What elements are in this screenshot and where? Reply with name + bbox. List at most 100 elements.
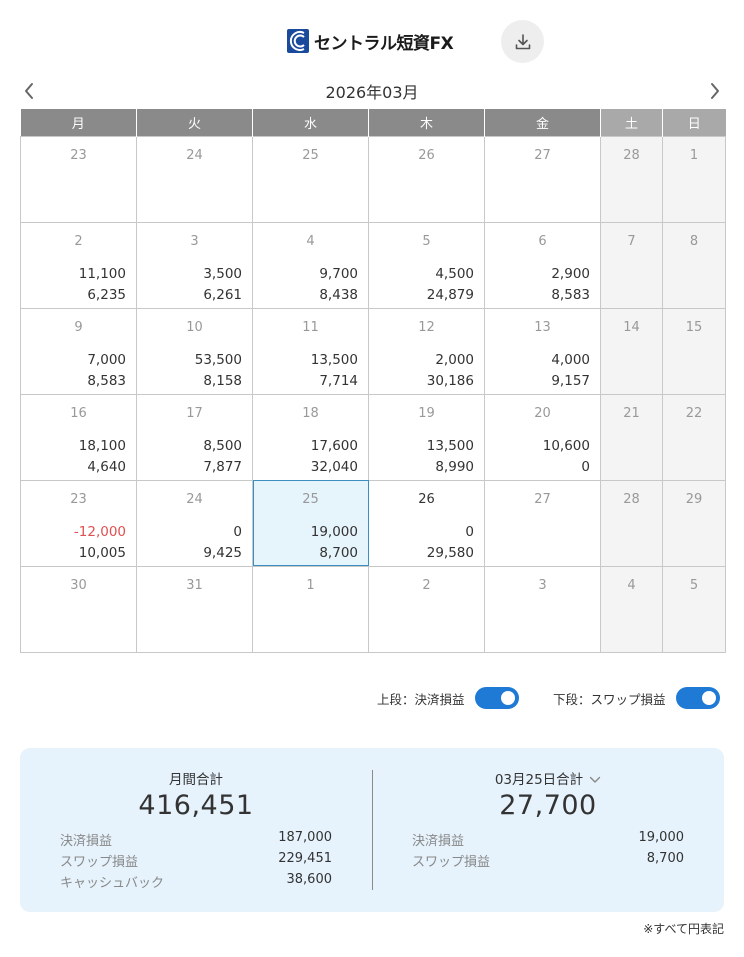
day-number: 5 [689, 577, 699, 593]
day-values: 53,500 8,158 [195, 350, 242, 392]
swap-profit-value: 6,261 [203, 286, 242, 303]
day-number: 2 [422, 577, 431, 593]
calendar-day-cell[interactable]: 29 [662, 479, 726, 567]
day-values: 2,900 8,583 [551, 264, 590, 306]
daily-summary-heading-dropdown[interactable]: 03月25日合計 [372, 768, 724, 788]
calendar-day-cell[interactable]: 1 [662, 135, 726, 223]
upper-row-toggle-label: 上段：決済損益 [377, 691, 465, 707]
summary-row: スワップ損益 229,451 [60, 851, 332, 872]
day-number: 25 [302, 491, 319, 507]
calendar-day-cell[interactable]: 26 [368, 135, 485, 223]
day-values: 13,500 7,714 [311, 350, 358, 392]
settlement-profit-value: 7,000 [87, 351, 126, 368]
day-number: 12 [418, 319, 435, 335]
calendar-day-cell[interactable]: 25 [252, 135, 369, 223]
settlement-profit-value: 17,600 [310, 437, 358, 454]
calendar-day-cell[interactable]: 24 [136, 135, 253, 223]
swap-profit-value: 8,438 [319, 286, 358, 303]
calendar-day-cell[interactable]: 2 [368, 565, 485, 653]
calendar-day-cell[interactable]: 2 11,100 6,235 [20, 221, 137, 309]
calendar-day-cell[interactable]: 15 [662, 307, 726, 395]
calendar-day-cell[interactable]: 3 3,500 6,261 [136, 221, 253, 309]
summary-row-label: スワップ損益 [412, 855, 491, 870]
calendar-day-cell[interactable]: 23 [20, 135, 137, 223]
calendar-day-cell[interactable]: 16 18,100 4,640 [20, 393, 137, 481]
day-values: 2,000 30,186 [427, 350, 474, 392]
calendar-day-cell[interactable]: 12 2,000 30,186 [368, 307, 485, 395]
day-number: 3 [190, 233, 199, 249]
calendar-day-cell[interactable]: 28 [600, 135, 663, 223]
calendar-week-row: 16 18,100 4,640 17 8,500 7,877 18 17,600 32,040 1… [20, 393, 726, 481]
day-number: 4 [627, 577, 636, 593]
swap-profit-value: 8,583 [551, 286, 590, 303]
calendar-grid: 月火水木金土日 23 24 25 26 27 28 1 2 11,100 6,235 3 3,500 6… [20, 109, 726, 653]
calendar-day-cell[interactable]: 18 17,600 32,040 [252, 393, 369, 481]
summary-row-value: 229,451 [278, 851, 332, 866]
calendar-day-cell[interactable]: 22 [662, 393, 726, 481]
calendar-week-row: 23 24 25 26 27 28 1 [20, 135, 726, 223]
calendar-day-cell[interactable]: 17 8,500 7,877 [136, 393, 253, 481]
month-title: 2026年03月 [325, 83, 419, 102]
calendar-day-cell[interactable]: 6 2,900 8,583 [484, 221, 601, 309]
day-values: 11,100 6,235 [79, 264, 126, 306]
day-values: 3,500 6,261 [203, 264, 242, 306]
calendar-day-cell[interactable]: 14 [600, 307, 663, 395]
download-button[interactable] [501, 20, 544, 63]
day-number: 3 [538, 577, 547, 593]
calendar-day-cell[interactable]: 5 [662, 565, 726, 653]
calendar-day-cell[interactable]: 27 [484, 135, 601, 223]
calendar-day-cell[interactable]: 26 0 29,580 [368, 479, 485, 567]
calendar-day-cell[interactable]: 8 [662, 221, 726, 309]
day-values: 13,500 8,990 [427, 436, 474, 478]
calendar-day-cell[interactable]: 3 [484, 565, 601, 653]
lower-row-toggle-group: 下段：スワップ損益 [553, 686, 720, 710]
calendar-day-cell[interactable]: 4 [600, 565, 663, 653]
calendar-day-cell[interactable]: 25 19,000 8,700 [252, 479, 369, 567]
settlement-profit-value: 3,500 [203, 265, 242, 282]
calendar-day-cell[interactable]: 28 [600, 479, 663, 567]
day-number: 24 [186, 491, 203, 507]
calendar-day-cell[interactable]: 4 9,700 8,438 [252, 221, 369, 309]
day-values: 0 29,580 [427, 522, 474, 564]
calendar-day-cell[interactable]: 11 13,500 7,714 [252, 307, 369, 395]
day-number: 1 [689, 147, 699, 163]
calendar-day-cell[interactable]: 7 [600, 221, 663, 309]
calendar-day-cell[interactable]: 1 [252, 565, 369, 653]
calendar-day-cell[interactable]: 21 [600, 393, 663, 481]
weekday-label: 金 [484, 109, 601, 136]
calendar-day-cell[interactable]: 24 0 9,425 [136, 479, 253, 567]
settlement-profit-value: 4,000 [551, 351, 590, 368]
day-number: 27 [534, 147, 551, 163]
day-number: 16 [70, 405, 87, 421]
calendar-day-cell[interactable]: 5 4,500 24,879 [368, 221, 485, 309]
calendar-day-cell[interactable]: 9 7,000 8,583 [20, 307, 137, 395]
daily-summary-heading: 03月25日合計 [494, 772, 584, 788]
weekday-header: 月火水木金土日 [20, 109, 726, 136]
monthly-summary-breakdown: 決済損益 187,000 スワップ損益 229,451 キャッシュバック 38,600 [60, 830, 332, 893]
day-number: 26 [418, 147, 435, 163]
weekday-label: 月 [20, 109, 137, 136]
download-icon [515, 33, 530, 49]
summary-row: 決済損益 187,000 [60, 830, 332, 851]
day-values: 4,500 24,879 [427, 264, 474, 306]
day-number: 19 [418, 405, 435, 421]
day-number: 17 [186, 405, 203, 421]
calendar-day-cell[interactable]: 20 10,600 0 [484, 393, 601, 481]
calendar-day-cell[interactable]: 10 53,500 8,158 [136, 307, 253, 395]
calendar-day-cell[interactable]: 27 [484, 479, 601, 567]
calendar-day-cell[interactable]: 31 [136, 565, 253, 653]
calendar-day-cell[interactable]: 19 13,500 8,990 [368, 393, 485, 481]
next-month-button[interactable] [706, 80, 724, 102]
lower-row-toggle-switch[interactable] [675, 687, 720, 709]
currency-footnote: ※すべて円表記 [643, 922, 724, 936]
settlement-profit-value: 0 [233, 523, 242, 540]
calendar-day-cell[interactable]: 13 4,000 9,157 [484, 307, 601, 395]
summary-row: スワップ損益 8,700 [412, 851, 684, 872]
calendar-day-cell[interactable]: 30 [20, 565, 137, 653]
day-number: 20 [534, 405, 551, 421]
calendar-day-cell[interactable]: 23 -12,000 10,005 [20, 479, 137, 567]
swap-profit-value: 29,580 [426, 544, 474, 561]
previous-month-button[interactable] [20, 80, 38, 102]
upper-row-toggle-switch[interactable] [474, 687, 519, 709]
settlement-profit-value: 19,000 [310, 523, 358, 540]
